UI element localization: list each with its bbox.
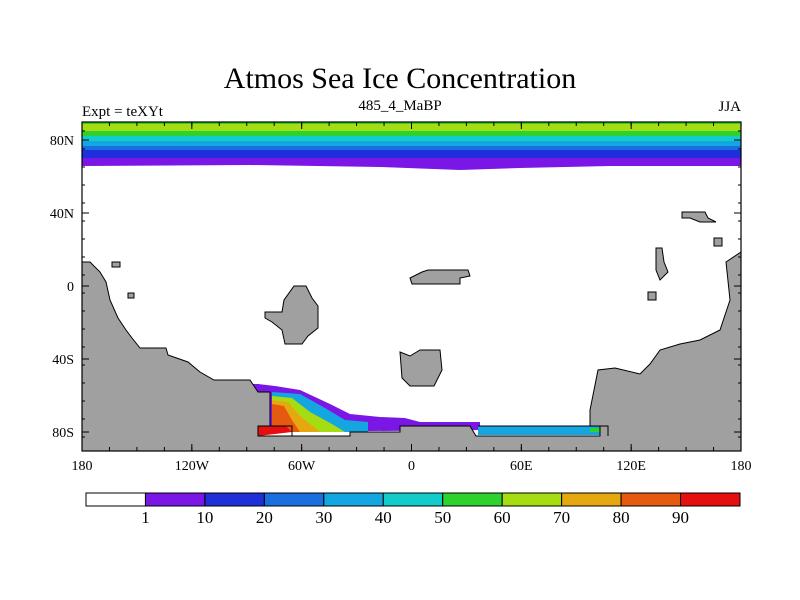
colorbar-label: 80 xyxy=(613,508,630,527)
lon-label: 60W xyxy=(288,459,316,474)
ice-band-20 xyxy=(82,146,741,150)
colorbar-label: 20 xyxy=(256,508,273,527)
colorbar-swatch xyxy=(382,492,444,507)
lat-label: 80N xyxy=(50,134,74,149)
lon-label: 180 xyxy=(72,459,93,474)
east-island-1 xyxy=(655,247,669,281)
colorbar-label: 60 xyxy=(494,508,511,527)
lon-label: 120E xyxy=(616,459,646,474)
colorbar-label: 1 xyxy=(141,508,150,527)
east-island-3 xyxy=(647,291,657,301)
island-1 xyxy=(111,261,121,268)
ice-band-40 xyxy=(82,136,741,141)
northern-landmass xyxy=(409,269,471,285)
colorbar-label: 90 xyxy=(672,508,689,527)
colorbar-label: 70 xyxy=(553,508,570,527)
south-america-antarctica-australia xyxy=(82,251,741,451)
arctic-sea-ice xyxy=(82,122,741,170)
africa-like-continent xyxy=(264,285,319,345)
ice-band-30 xyxy=(82,141,741,146)
ice-east-30 xyxy=(478,426,608,435)
ice-outlines xyxy=(258,425,609,436)
ice-band-10 xyxy=(82,150,741,158)
colorbar-swatch xyxy=(323,492,384,507)
lon-label: 120W xyxy=(175,459,210,474)
east-island-2 xyxy=(713,237,723,247)
colorbar-label: 30 xyxy=(315,508,332,527)
colorbar-swatch xyxy=(442,492,503,507)
colorbar-swatch xyxy=(263,492,325,507)
ice-band-50 xyxy=(82,131,741,136)
island-2 xyxy=(127,292,135,299)
colorbar-label: 10 xyxy=(196,508,213,527)
lat-label: 80S xyxy=(52,426,74,441)
colorbar: 1 10 20 30 40 50 60 70 80 90 xyxy=(85,492,741,527)
lon-label: 180 xyxy=(731,459,752,474)
map-title: Atmos Sea Ice Concentration xyxy=(223,62,577,95)
land-masses xyxy=(82,211,741,451)
lat-label: 0 xyxy=(67,280,74,295)
southern-island xyxy=(399,349,443,387)
lat-label: 40S xyxy=(52,353,74,368)
antarctic-sea-ice xyxy=(215,384,608,436)
colorbar-label: 50 xyxy=(434,508,451,527)
lon-label: 60E xyxy=(510,459,533,474)
colorbar-swatch xyxy=(204,492,265,507)
colorbar-swatch xyxy=(144,492,206,507)
colorbar-swatch xyxy=(680,492,741,507)
colorbar-swatch xyxy=(561,492,622,507)
latitude-axis: 80N 40N 0 40S 80S xyxy=(50,130,741,441)
longitude-axis: 180 120W 60W 0 60E 120E 180 xyxy=(72,122,752,474)
lon-label: 0 xyxy=(408,459,415,474)
ice-80 xyxy=(272,404,300,432)
time-label: 485_4_MaBP xyxy=(358,98,442,114)
ne-island xyxy=(681,211,717,223)
colorbar-label: 40 xyxy=(375,508,392,527)
lat-label: 40N xyxy=(50,207,74,222)
colorbar-swatch xyxy=(620,492,682,507)
colorbar-swatch xyxy=(85,492,146,507)
season-label: JJA xyxy=(718,99,741,115)
ice-band-1 xyxy=(82,158,741,170)
experiment-label: Expt = teXYt xyxy=(82,104,163,120)
colorbar-swatch xyxy=(501,492,563,507)
ice-90 xyxy=(258,426,292,436)
